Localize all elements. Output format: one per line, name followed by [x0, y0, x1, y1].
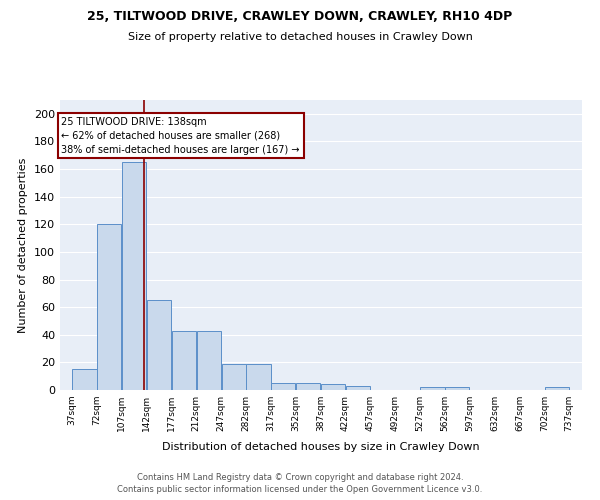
Bar	[346, 386, 370, 390]
Bar	[321, 384, 345, 390]
Text: Contains public sector information licensed under the Open Government Licence v3: Contains public sector information licen…	[118, 485, 482, 494]
Bar	[147, 300, 171, 390]
Bar	[271, 383, 295, 390]
Bar	[296, 383, 320, 390]
Bar	[545, 387, 569, 390]
Bar	[197, 330, 221, 390]
Text: Contains HM Land Registry data © Crown copyright and database right 2024.: Contains HM Land Registry data © Crown c…	[137, 472, 463, 482]
Text: Size of property relative to detached houses in Crawley Down: Size of property relative to detached ho…	[128, 32, 472, 42]
Bar	[73, 370, 97, 390]
Bar	[122, 162, 146, 390]
Text: Distribution of detached houses by size in Crawley Down: Distribution of detached houses by size …	[162, 442, 480, 452]
Bar	[421, 387, 445, 390]
Text: 25 TILTWOOD DRIVE: 138sqm
← 62% of detached houses are smaller (268)
38% of semi: 25 TILTWOOD DRIVE: 138sqm ← 62% of detac…	[61, 116, 300, 154]
Text: 25, TILTWOOD DRIVE, CRAWLEY DOWN, CRAWLEY, RH10 4DP: 25, TILTWOOD DRIVE, CRAWLEY DOWN, CRAWLE…	[88, 10, 512, 23]
Bar	[247, 364, 271, 390]
Bar	[172, 330, 196, 390]
Bar	[445, 387, 469, 390]
Y-axis label: Number of detached properties: Number of detached properties	[19, 158, 28, 332]
Bar	[97, 224, 121, 390]
Bar	[221, 364, 246, 390]
